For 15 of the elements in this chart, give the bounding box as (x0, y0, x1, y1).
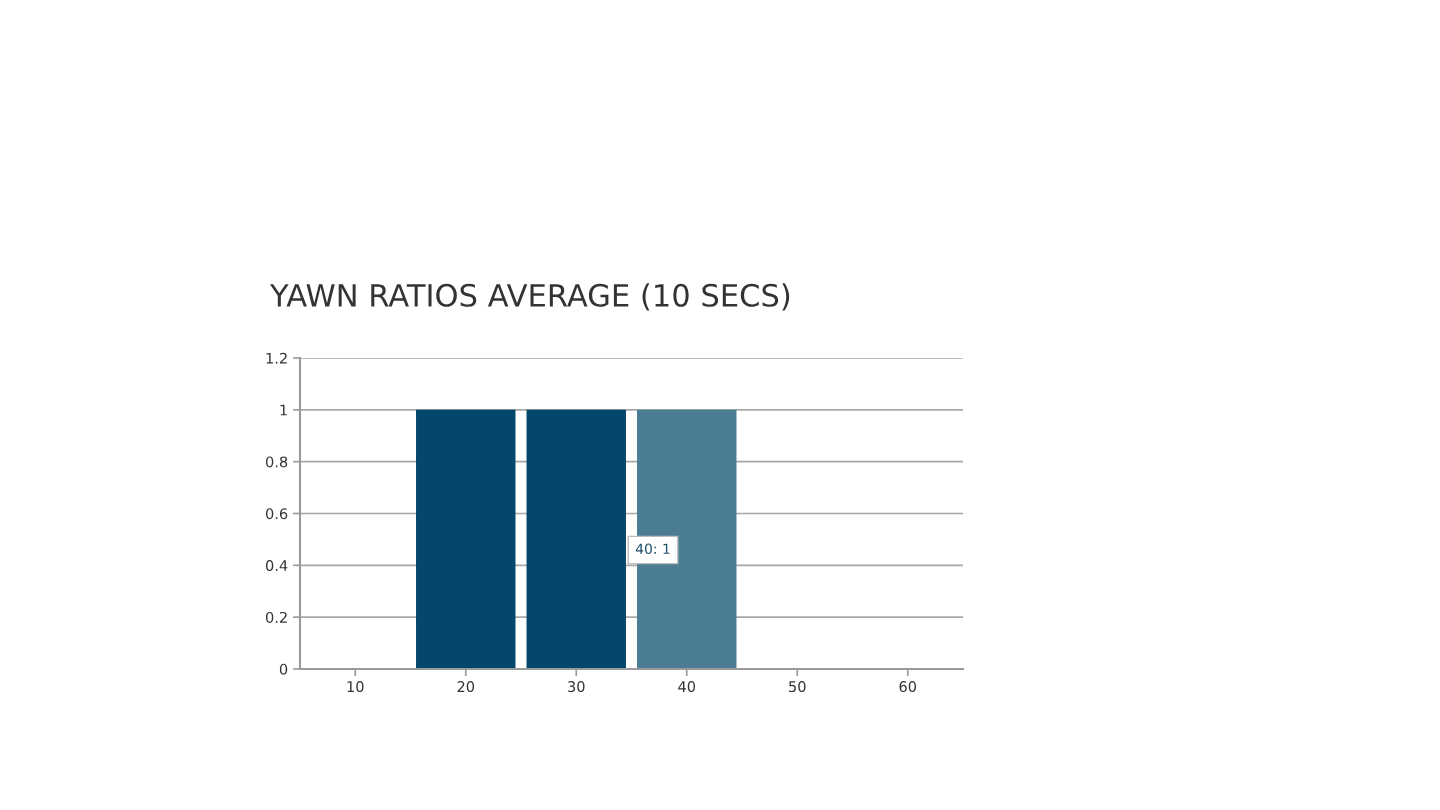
y-tick-label: 1.2 (266, 352, 287, 364)
y-tick-label: 0 (279, 663, 288, 675)
y-tick-label: 1 (280, 404, 287, 416)
y-tick-label: 0.2 (265, 611, 287, 623)
chart-title: YAWN RATIOS AVERAGE (10 SECS) (269, 283, 790, 311)
x-tick-label: 30 (568, 681, 585, 693)
x-tick-label: 40 (678, 681, 696, 693)
x-tick-label: 60 (899, 681, 917, 693)
x-tick-label: 20 (457, 681, 475, 693)
x-tick-label: 50 (789, 681, 806, 693)
y-tick-label: 0.4 (265, 560, 288, 572)
x-tick-label: 10 (347, 681, 364, 693)
y-tick-label: 0.6 (265, 508, 288, 520)
y-tick-label: 0.8 (265, 456, 288, 468)
annotation: 40: 1 (635, 543, 670, 555)
